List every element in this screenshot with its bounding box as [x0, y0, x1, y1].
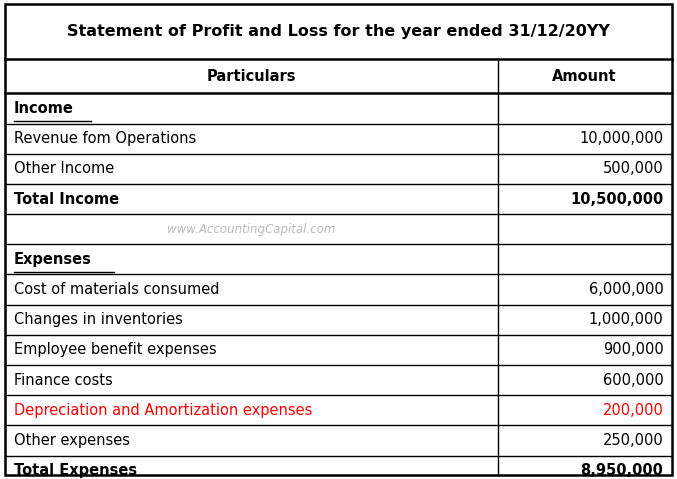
Text: Depreciation and Amortization expenses: Depreciation and Amortization expenses [14, 403, 312, 418]
Text: 10,000,000: 10,000,000 [580, 131, 663, 146]
Text: Other expenses: Other expenses [14, 433, 129, 448]
Text: 6,000,000: 6,000,000 [589, 282, 663, 297]
Text: Other Income: Other Income [14, 161, 114, 176]
Text: Amount: Amount [552, 68, 617, 84]
Text: Revenue fom Operations: Revenue fom Operations [14, 131, 196, 146]
Text: www.AccountingCapital.com: www.AccountingCapital.com [167, 223, 336, 236]
Text: 10,500,000: 10,500,000 [570, 192, 663, 206]
Text: 1,000,000: 1,000,000 [589, 312, 663, 327]
Text: Changes in inventories: Changes in inventories [14, 312, 182, 327]
Text: 8,950,000: 8,950,000 [581, 463, 663, 478]
Text: 200,000: 200,000 [603, 403, 663, 418]
Text: 500,000: 500,000 [603, 161, 663, 176]
Text: Expenses: Expenses [14, 252, 91, 267]
Text: Income: Income [14, 101, 73, 116]
Text: Statement of Profit and Loss for the year ended 31/12/20YY: Statement of Profit and Loss for the yea… [67, 24, 610, 39]
Text: Total Expenses: Total Expenses [14, 463, 137, 478]
Text: Finance costs: Finance costs [14, 373, 112, 388]
Text: 250,000: 250,000 [603, 433, 663, 448]
Text: 900,000: 900,000 [603, 342, 663, 357]
Text: Employee benefit expenses: Employee benefit expenses [14, 342, 216, 357]
Text: Cost of materials consumed: Cost of materials consumed [14, 282, 219, 297]
Text: Total Income: Total Income [14, 192, 118, 206]
Text: Particulars: Particulars [206, 68, 297, 84]
Text: 600,000: 600,000 [603, 373, 663, 388]
